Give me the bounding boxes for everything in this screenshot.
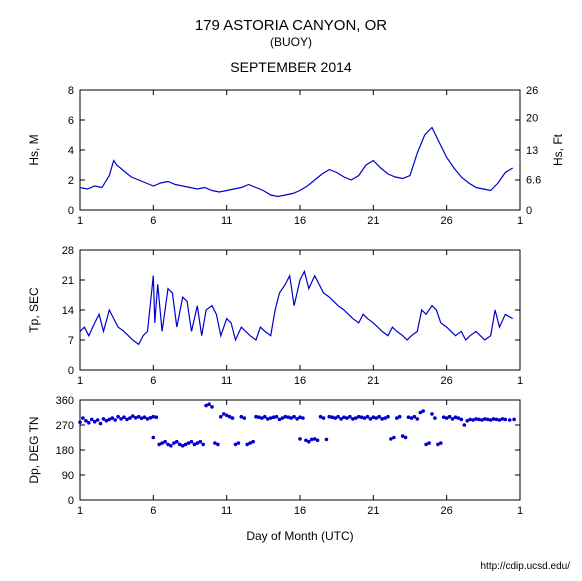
dp-panel-xtick: 21 <box>367 505 379 517</box>
tp-panel-xtick: 26 <box>441 375 453 387</box>
dp-panel-ytick: 90 <box>62 470 74 482</box>
tp-panel-ytick: 14 <box>62 305 74 317</box>
tp-panel-ytick: 0 <box>68 365 74 377</box>
tp-panel-xtick: 1 <box>517 375 523 387</box>
hs-panel-ytick: 8 <box>68 85 74 97</box>
hs-panel-ytick-right: 26 <box>526 85 538 97</box>
buoy-chart: 179 ASTORIA CANYON, OR(BUOY) SEPTEMBER 20… <box>0 0 582 581</box>
xaxis-label: Day of Month (UTC) <box>246 529 353 543</box>
dp-panel-series <box>78 402 516 447</box>
tp-panel-xtick: 16 <box>294 375 306 387</box>
hs-panel-xtick: 11 <box>221 215 232 227</box>
hs-panel-xtick: 6 <box>150 215 156 227</box>
title-main: 179 ASTORIA CANYON, OR <box>195 17 387 34</box>
dp-panel-xtick: 6 <box>150 505 156 517</box>
hs-panel-ytick: 4 <box>68 145 74 157</box>
tp-panel-ytick: 7 <box>68 335 74 347</box>
hs-panel-ytick: 6 <box>68 115 74 127</box>
tp-panel-xtick: 1 <box>77 375 83 387</box>
tp-panel-series <box>80 271 513 344</box>
hs-panel-xtick: 16 <box>294 215 306 227</box>
hs-panel-ytick: 0 <box>68 205 74 217</box>
footer-url: http://cdip.ucsd.edu/ <box>480 561 570 572</box>
title-month: SEPTEMBER 2014 <box>230 59 352 75</box>
hs-panel-ytick-right: 0 <box>526 205 532 217</box>
hs-panel-xtick: 1 <box>517 215 523 227</box>
hs-panel-xtick: 1 <box>77 215 83 227</box>
tp-panel-xtick: 11 <box>221 375 232 387</box>
dp-panel-frame <box>80 400 520 500</box>
dp-panel-ylabel: Dp, DEG TN <box>27 416 41 483</box>
dp-panel-xtick: 1 <box>77 505 83 517</box>
dp-panel-ytick: 180 <box>56 445 74 457</box>
hs-panel-ylabel: Hs, M <box>27 134 41 165</box>
tp-panel-xtick: 6 <box>150 375 156 387</box>
dp-panel-ytick: 0 <box>68 495 74 507</box>
hs-panel-xtick: 21 <box>367 215 379 227</box>
hs-panel-ytick: 2 <box>68 175 74 187</box>
hs-panel-ytick-right: 20 <box>526 113 538 125</box>
dp-panel-ytick: 360 <box>56 395 74 407</box>
tp-panel-ylabel: Tp, SEC <box>27 287 41 333</box>
dp-panel-xtick: 26 <box>441 505 453 517</box>
dp-panel-xtick: 16 <box>294 505 306 517</box>
tp-panel-ytick: 21 <box>62 275 74 287</box>
tp-panel-xtick: 21 <box>367 375 379 387</box>
title-sub: (BUOY) <box>270 35 312 49</box>
hs-panel-ytick-right: 6.6 <box>526 175 541 187</box>
dp-panel-ytick: 270 <box>56 420 74 432</box>
hs-panel-ylabel-right: Hs, Ft <box>551 133 565 166</box>
dp-panel-xtick: 1 <box>517 505 523 517</box>
tp-panel-frame <box>80 250 520 370</box>
tp-panel-ytick: 28 <box>62 245 74 257</box>
dp-panel-xtick: 11 <box>221 505 232 517</box>
hs-panel-series <box>80 128 513 197</box>
hs-panel-xtick: 26 <box>441 215 453 227</box>
hs-panel-frame <box>80 90 520 210</box>
hs-panel-ytick-right: 13 <box>526 145 538 157</box>
